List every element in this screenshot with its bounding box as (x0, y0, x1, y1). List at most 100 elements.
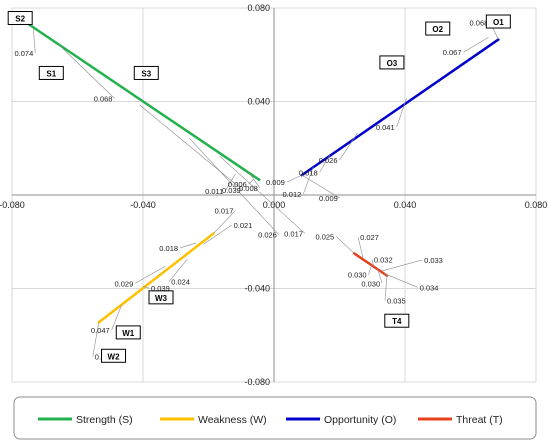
point-box-label: S1 (46, 69, 56, 78)
leader-line (168, 259, 188, 282)
point-box-label: T4 (392, 317, 402, 326)
data-label: 0.012 (283, 190, 302, 199)
data-label: 0.068 (94, 94, 113, 103)
data-label: 0.047 (91, 326, 110, 335)
data-label: 0.029 (114, 279, 133, 288)
leader-line (248, 178, 254, 185)
leader-line (368, 264, 372, 275)
data-label: 0.030 (361, 279, 380, 288)
point-box-label: S2 (15, 15, 25, 24)
data-labels: 0.074 0.068 0.039 0.026 0.017 0.008 0.011 0.006… (15, 19, 489, 362)
legend-label: Strength (S) (76, 414, 133, 426)
series-line (97, 232, 215, 324)
y-tick-label: 0.040 (247, 97, 270, 107)
point-box (101, 348, 127, 363)
point-box-label: W2 (108, 352, 121, 361)
point-box (7, 11, 33, 26)
leader-line (59, 45, 115, 99)
leader-line (142, 285, 150, 289)
data-label: 0.021 (234, 221, 253, 230)
data-label: 0.034 (420, 283, 439, 292)
leader-line (396, 97, 407, 128)
leader-lines (32, 22, 499, 357)
leader-line (32, 27, 36, 53)
leader-line (301, 174, 340, 199)
data-label: 0.033 (424, 256, 443, 265)
point-box-label: O1 (493, 18, 504, 27)
point-box (379, 55, 405, 70)
leader-line (339, 132, 358, 161)
y-tick-label: 0.080 (247, 3, 270, 13)
leader-line (203, 224, 232, 245)
data-label: 0.027 (360, 233, 379, 242)
data-label: 0.074 (15, 49, 34, 58)
leader-line (92, 322, 100, 357)
point-box-label: S3 (141, 69, 151, 78)
leader-line (219, 156, 306, 234)
leader-line (357, 237, 364, 259)
leader-line (383, 273, 418, 288)
data-label: 0.032 (374, 255, 393, 264)
leader-line (188, 137, 280, 235)
data-label: 0.035 (387, 297, 406, 306)
leader-line (111, 304, 122, 330)
data-label: 0.030 (348, 271, 367, 280)
point-box (485, 14, 511, 29)
data-label: 0.026 (319, 156, 338, 165)
point-boxes: S2 S1 S3 W3 W1 W2 O1 O2 O3 T4 (7, 11, 511, 363)
data-label: 0.018 (159, 244, 178, 253)
leader-line (179, 242, 197, 249)
data-label: 0.039 (151, 284, 170, 293)
x-tick-label: 0.040 (394, 200, 417, 210)
leader-line (384, 275, 388, 301)
point-box (384, 313, 410, 328)
point-box (38, 65, 64, 80)
data-label: 0.067 (443, 48, 462, 57)
y-tick-label: -0.040 (244, 284, 270, 294)
leader-line (225, 173, 236, 192)
point-box-label: W3 (155, 294, 168, 303)
series-line (18, 17, 261, 182)
data-label: 0.018 (299, 168, 318, 177)
point-box (133, 65, 159, 80)
point-box (425, 21, 451, 36)
leader-line (213, 210, 236, 234)
leader-line (286, 174, 302, 183)
leader-line (463, 36, 489, 53)
data-label: 0.008 (239, 184, 258, 193)
data-label: 0.024 (171, 277, 190, 286)
point-box-label: O2 (432, 25, 443, 34)
leader-line (139, 104, 243, 191)
data-label: 0.039 (222, 186, 241, 195)
leader-line (381, 259, 423, 272)
legend-label: Weakness (W) (198, 414, 267, 426)
leader-line (376, 267, 383, 284)
data-label: 0.017 (284, 229, 303, 238)
y-tick-label: -0.080 (244, 377, 270, 387)
data-label: 0.011 (205, 187, 223, 196)
data-label: 0.006 (228, 180, 247, 189)
x-tick-label: 0.080 (525, 200, 548, 210)
legend-label: Threat (T) (456, 414, 503, 426)
axes (12, 8, 536, 382)
data-label: 0.009 (319, 194, 338, 203)
legend-label: Opportunity (O) (324, 414, 396, 426)
data-label: 0.068 (470, 19, 489, 28)
data-label: 0.017 (215, 207, 234, 216)
legend-frame (13, 396, 537, 440)
point-box (115, 325, 141, 340)
x-tick-label: -0.080 (0, 200, 25, 210)
series-lines (18, 17, 500, 324)
data-label: 0.009 (266, 178, 285, 187)
point-box (148, 290, 174, 305)
data-label: 0.025 (315, 232, 334, 241)
leader-line (135, 266, 166, 284)
series-line (352, 252, 389, 277)
leader-line (303, 166, 314, 195)
data-label: 0.026 (258, 231, 277, 240)
leader-line (371, 259, 375, 267)
series-line (300, 38, 500, 177)
data-label: 0.041 (376, 123, 395, 132)
legend: Strength (S) Weakness (W) Opportunity (O) T… (13, 396, 537, 440)
